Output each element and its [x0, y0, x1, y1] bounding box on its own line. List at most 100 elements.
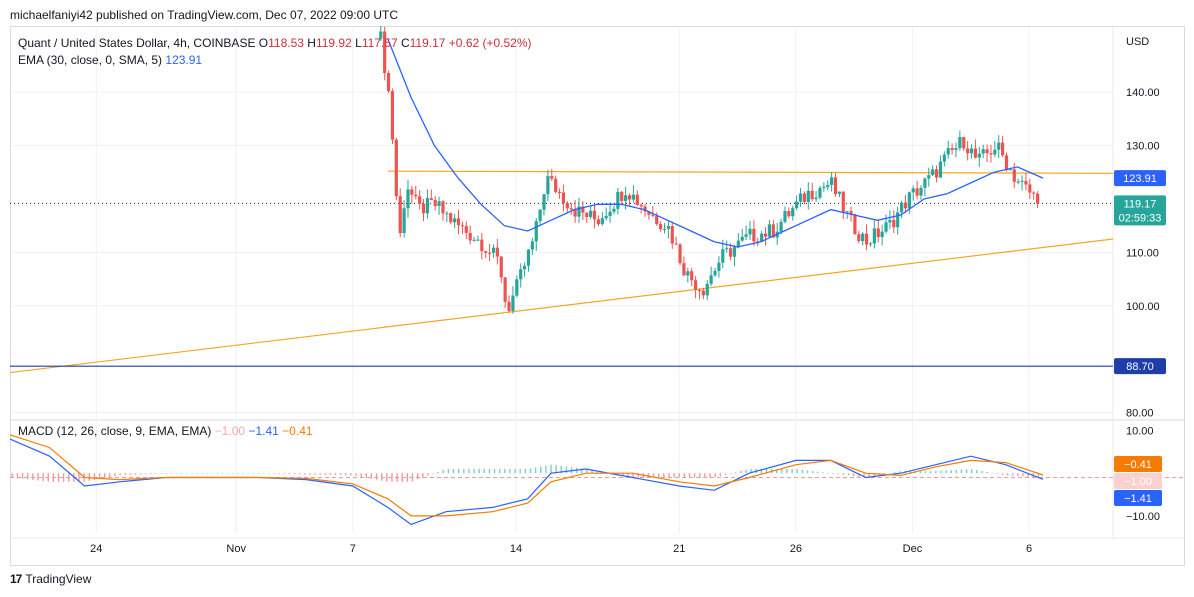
macd-histogram-bar: [206, 473, 208, 474]
candle-body: [515, 279, 519, 296]
macd-histogram-bar: [673, 473, 675, 478]
macd-tag-bg: [1114, 490, 1162, 506]
macd-histogram-bar: [139, 473, 142, 475]
candle-body: [402, 208, 406, 234]
macd-hist-value: −1.00: [214, 424, 246, 438]
candle-body: [946, 148, 950, 155]
candle-body: [899, 202, 904, 213]
macd-histogram-bar: [242, 473, 244, 474]
macd-histogram-bar: [827, 472, 829, 474]
candle-body: [577, 206, 581, 217]
macd-histogram-bar: [365, 473, 368, 478]
macd-histogram-bar: [637, 473, 639, 478]
candle-body: [519, 269, 523, 280]
candle-body: [453, 218, 457, 223]
macd-histogram-bar: [62, 473, 65, 482]
tradingview-logo-icon[interactable]: 17: [10, 572, 22, 586]
macd-histogram-bar: [668, 473, 670, 478]
macd-histogram-bar: [724, 473, 727, 475]
macd-histogram-bar: [822, 472, 824, 474]
candle-body: [822, 186, 826, 188]
macd-histogram-bar: [709, 473, 711, 478]
change-value: +0.62 (+0.52%): [448, 36, 532, 50]
macd-histogram-bar: [201, 473, 203, 474]
candle-body: [736, 240, 740, 248]
macd-tag-bg: [1114, 456, 1162, 472]
macd-histogram-bar: [796, 469, 798, 474]
candle-body: [985, 149, 989, 154]
close-value: 119.17: [409, 36, 446, 50]
macd-histogram-bar: [437, 471, 439, 474]
macd-histogram-bar: [545, 465, 547, 474]
macd-histogram-bar: [945, 470, 947, 474]
candle-body: [651, 214, 655, 216]
candle-body: [810, 190, 814, 200]
candle-body: [876, 228, 880, 238]
candle-body: [639, 204, 643, 207]
macd-histogram-bar: [355, 473, 357, 476]
macd-histogram-bar: [422, 473, 424, 478]
candle-body: [499, 256, 503, 278]
macd-histogram-bar: [42, 473, 44, 482]
candle-body: [503, 277, 507, 302]
candle-body: [977, 153, 981, 158]
macd-histogram-bar: [699, 473, 701, 478]
candle-body: [903, 202, 908, 209]
macd-histogram-bar: [991, 472, 993, 474]
macd-histogram-bar: [252, 473, 255, 474]
candle-body: [942, 154, 946, 162]
candle-body: [845, 211, 849, 213]
footer-brand[interactable]: TradingView: [25, 572, 92, 586]
macd-histogram-bar: [683, 473, 686, 478]
macd-histogram-bar: [78, 473, 80, 482]
macd-histogram-bar: [232, 473, 234, 474]
macd-histogram-bar: [98, 473, 101, 480]
candle-body: [989, 153, 993, 155]
time-tick-label: Nov: [226, 543, 246, 555]
candle-body: [798, 193, 803, 202]
candle-body: [429, 198, 433, 200]
macd-tag-bg: [1114, 473, 1162, 489]
candle-body: [725, 248, 729, 250]
macd-histogram-bar: [457, 468, 460, 474]
macd-histogram-bar: [750, 468, 752, 474]
candle-body: [1028, 184, 1032, 193]
macd-histogram-bar: [1017, 473, 1019, 477]
macd-histogram-bar: [647, 473, 650, 478]
macd-histogram-bar: [175, 473, 178, 474]
macd-histogram-bar: [1027, 473, 1029, 477]
price-tag-88.70: 88.70: [1114, 358, 1166, 375]
candle-body: [911, 188, 915, 193]
macd-histogram-bar: [350, 473, 352, 476]
macd-histogram-bar: [832, 473, 834, 474]
macd-histogram-bar: [273, 473, 275, 474]
macd-histogram-bar: [370, 473, 373, 479]
macd-line: [9, 438, 1044, 526]
candle-body: [1008, 169, 1012, 171]
candle-body: [837, 191, 841, 194]
candle-body: [379, 31, 383, 39]
macd-histogram-bar: [329, 473, 332, 475]
macd-histogram-bar: [899, 471, 901, 474]
macd-histogram-bar: [806, 470, 809, 474]
candle-body: [818, 187, 822, 198]
macd-histogram-bar: [776, 468, 778, 474]
macd-histogram-bar: [560, 465, 562, 474]
macd-histogram-bar: [940, 470, 942, 474]
macd-histogram-bar: [463, 468, 465, 474]
candle-body: [476, 239, 480, 241]
candle-body: [612, 208, 616, 212]
candle-body: [550, 176, 554, 179]
macd-histogram-bar: [817, 471, 819, 474]
ema-value: 123.91: [165, 53, 203, 67]
macd-histogram-bar: [293, 473, 296, 475]
candle-body: [849, 211, 853, 215]
candle-body: [604, 216, 608, 219]
macd-histogram-bar: [652, 473, 655, 478]
open-label: O: [258, 36, 269, 50]
candle-body: [907, 192, 911, 209]
macd-histogram-bar: [298, 473, 301, 475]
close-label: C: [400, 36, 410, 50]
candle-body: [709, 275, 713, 284]
